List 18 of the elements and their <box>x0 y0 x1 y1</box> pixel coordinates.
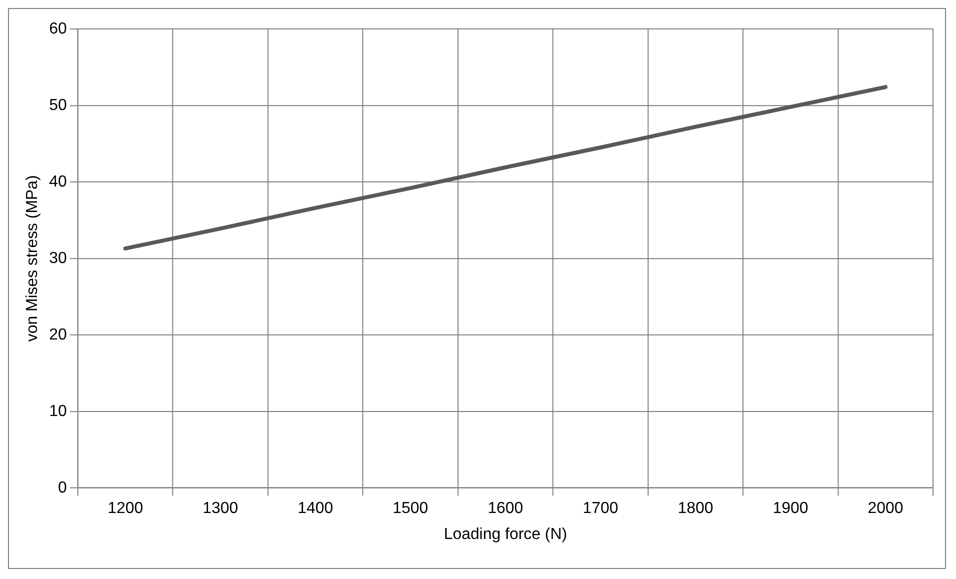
x-tick-label: 1900 <box>772 500 808 517</box>
y-tick-label: 60 <box>49 20 68 38</box>
y-tick-label: 50 <box>49 96 68 114</box>
y-axis-title: von Mises stress (MPa) <box>24 175 41 342</box>
x-tick-label: 1500 <box>392 500 428 517</box>
y-tick-label: 10 <box>49 402 68 420</box>
x-tick-label: 1400 <box>298 500 334 517</box>
y-tick-label: 0 <box>58 479 67 496</box>
y-tick-label: 20 <box>49 326 68 344</box>
x-tick-label: 1200 <box>108 500 144 517</box>
x-tick-label: 2000 <box>868 500 904 517</box>
y-tick-label: 40 <box>49 173 68 190</box>
x-tick-label: 1800 <box>678 500 714 517</box>
x-tick-label: 1700 <box>582 500 618 517</box>
x-tick-label: 1300 <box>202 500 238 517</box>
x-tick-label: 1600 <box>488 500 524 517</box>
y-tick-label: 30 <box>49 250 68 267</box>
x-axis-title: Loading force (N) <box>444 526 568 543</box>
